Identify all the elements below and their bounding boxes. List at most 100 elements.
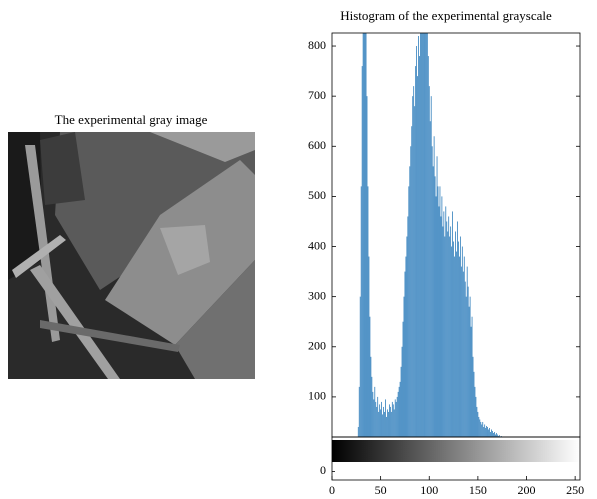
bar bbox=[494, 432, 495, 437]
bar bbox=[386, 417, 387, 437]
bar bbox=[378, 412, 379, 437]
bar bbox=[522, 437, 523, 440]
bar bbox=[454, 257, 455, 437]
bar bbox=[460, 237, 461, 437]
bar bbox=[532, 437, 533, 441]
bar bbox=[432, 146, 433, 437]
bar bbox=[472, 317, 473, 437]
bar bbox=[417, 76, 418, 437]
bar bbox=[474, 372, 475, 437]
bar bbox=[429, 86, 430, 437]
x-tick-label: 100 bbox=[420, 483, 438, 497]
bar bbox=[436, 196, 437, 437]
bar bbox=[365, 0, 366, 437]
bar bbox=[416, 46, 417, 437]
bar bbox=[401, 367, 402, 437]
x-tick-label: 0 bbox=[329, 483, 335, 497]
bar bbox=[426, 0, 427, 437]
bar bbox=[366, 0, 367, 437]
bar bbox=[375, 402, 376, 437]
bar bbox=[469, 307, 470, 437]
bar bbox=[385, 399, 386, 437]
bar bbox=[466, 297, 467, 437]
bar bbox=[528, 437, 529, 441]
bar bbox=[406, 257, 407, 437]
bar bbox=[445, 206, 446, 437]
bar bbox=[456, 252, 457, 437]
bar bbox=[415, 66, 416, 437]
y-tick-label: 200 bbox=[308, 339, 326, 353]
bar bbox=[388, 412, 389, 437]
bar bbox=[387, 409, 388, 437]
bar bbox=[358, 427, 359, 437]
x-tick-label: 150 bbox=[469, 483, 487, 497]
bar bbox=[407, 216, 408, 437]
bar bbox=[489, 428, 490, 437]
bar bbox=[363, 0, 364, 437]
bar bbox=[487, 427, 488, 437]
bar bbox=[486, 426, 487, 437]
bar bbox=[396, 402, 397, 437]
bar bbox=[371, 357, 372, 437]
bar bbox=[420, 16, 421, 437]
bar bbox=[519, 437, 520, 441]
bar bbox=[394, 409, 395, 437]
bar bbox=[488, 429, 489, 437]
bar bbox=[477, 407, 478, 437]
bar bbox=[442, 196, 443, 437]
bar bbox=[360, 297, 361, 437]
bar bbox=[380, 409, 381, 437]
colorbar-y-tick-label: 0 bbox=[320, 463, 326, 477]
bars bbox=[332, 0, 581, 447]
bar bbox=[418, 36, 419, 437]
bar bbox=[383, 407, 384, 437]
bar bbox=[424, 0, 425, 437]
y-tick-label: 800 bbox=[308, 38, 326, 52]
bar bbox=[389, 404, 390, 437]
bar bbox=[434, 136, 435, 437]
bar bbox=[491, 429, 492, 437]
bar bbox=[467, 267, 468, 437]
bar bbox=[438, 186, 439, 437]
x-tick-label: 250 bbox=[566, 483, 584, 497]
y-tick-label: 500 bbox=[308, 188, 326, 202]
bar bbox=[439, 206, 440, 437]
bar bbox=[478, 417, 479, 437]
bar bbox=[404, 297, 405, 437]
bar bbox=[465, 282, 466, 437]
bar bbox=[421, 0, 422, 437]
bar bbox=[481, 424, 482, 437]
bar bbox=[448, 216, 449, 437]
bar bbox=[508, 437, 509, 440]
image-title: The experimental gray image bbox=[55, 112, 208, 127]
bar bbox=[414, 106, 415, 437]
bar bbox=[377, 397, 378, 437]
bar bbox=[362, 66, 363, 437]
bar bbox=[457, 221, 458, 437]
y-tick-label: 400 bbox=[308, 238, 326, 252]
bar bbox=[480, 422, 481, 437]
bar bbox=[490, 432, 491, 437]
bar bbox=[423, 6, 424, 437]
y-tick-label: 300 bbox=[308, 288, 326, 302]
bar bbox=[482, 422, 483, 437]
bar bbox=[458, 242, 459, 437]
bar bbox=[409, 166, 410, 437]
bar bbox=[367, 96, 368, 437]
bar bbox=[444, 237, 445, 437]
bar bbox=[441, 216, 442, 437]
bar bbox=[405, 272, 406, 437]
bar bbox=[410, 146, 411, 437]
figure: The experimental gray image Histogram of… bbox=[0, 0, 597, 499]
bar bbox=[446, 221, 447, 437]
bar bbox=[443, 211, 444, 437]
x-tick-label: 50 bbox=[375, 483, 387, 497]
bar bbox=[485, 428, 486, 437]
bar bbox=[392, 402, 393, 437]
bar bbox=[395, 399, 396, 437]
bar bbox=[517, 437, 518, 440]
bar bbox=[408, 186, 409, 437]
bar bbox=[471, 327, 472, 437]
bar bbox=[459, 257, 460, 437]
bar bbox=[496, 433, 497, 437]
